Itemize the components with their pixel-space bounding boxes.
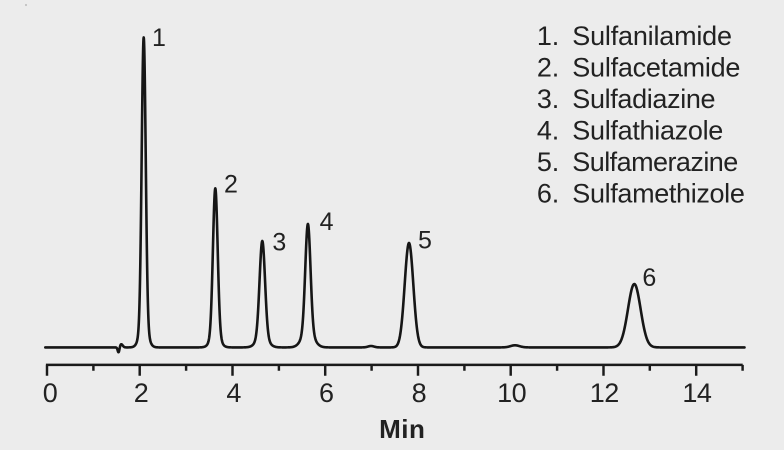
svg-text:Min: Min bbox=[379, 414, 425, 444]
svg-text:8: 8 bbox=[412, 378, 427, 408]
svg-text:2.: 2. bbox=[537, 53, 559, 83]
svg-text:0: 0 bbox=[43, 378, 58, 408]
svg-text:6: 6 bbox=[642, 264, 656, 292]
svg-text:Sulfadiazine: Sulfadiazine bbox=[572, 84, 715, 114]
svg-text:6.: 6. bbox=[537, 179, 559, 209]
svg-text:Sulfacetamide: Sulfacetamide bbox=[572, 53, 740, 83]
svg-text:3.: 3. bbox=[537, 84, 559, 114]
svg-text:2: 2 bbox=[134, 378, 149, 408]
svg-text:Sulfamethizole: Sulfamethizole bbox=[572, 179, 744, 209]
svg-text:Sulfamerazine: Sulfamerazine bbox=[572, 147, 737, 177]
svg-text:3: 3 bbox=[272, 228, 286, 256]
svg-text:1.: 1. bbox=[537, 21, 559, 51]
svg-text:6: 6 bbox=[319, 378, 334, 408]
svg-text:10: 10 bbox=[497, 378, 526, 408]
svg-text:Sulfathiazole: Sulfathiazole bbox=[572, 116, 723, 146]
svg-text:2: 2 bbox=[224, 171, 238, 199]
svg-text:1: 1 bbox=[152, 24, 166, 52]
svg-text:12: 12 bbox=[590, 378, 619, 408]
svg-text:5.: 5. bbox=[537, 147, 559, 177]
svg-text:4.: 4. bbox=[537, 116, 559, 146]
svg-text:Sulfanilamide: Sulfanilamide bbox=[572, 21, 732, 51]
svg-text:4: 4 bbox=[226, 378, 241, 408]
svg-text:5: 5 bbox=[418, 226, 432, 254]
svg-text:14: 14 bbox=[682, 378, 712, 408]
svg-text:4: 4 bbox=[320, 208, 334, 236]
